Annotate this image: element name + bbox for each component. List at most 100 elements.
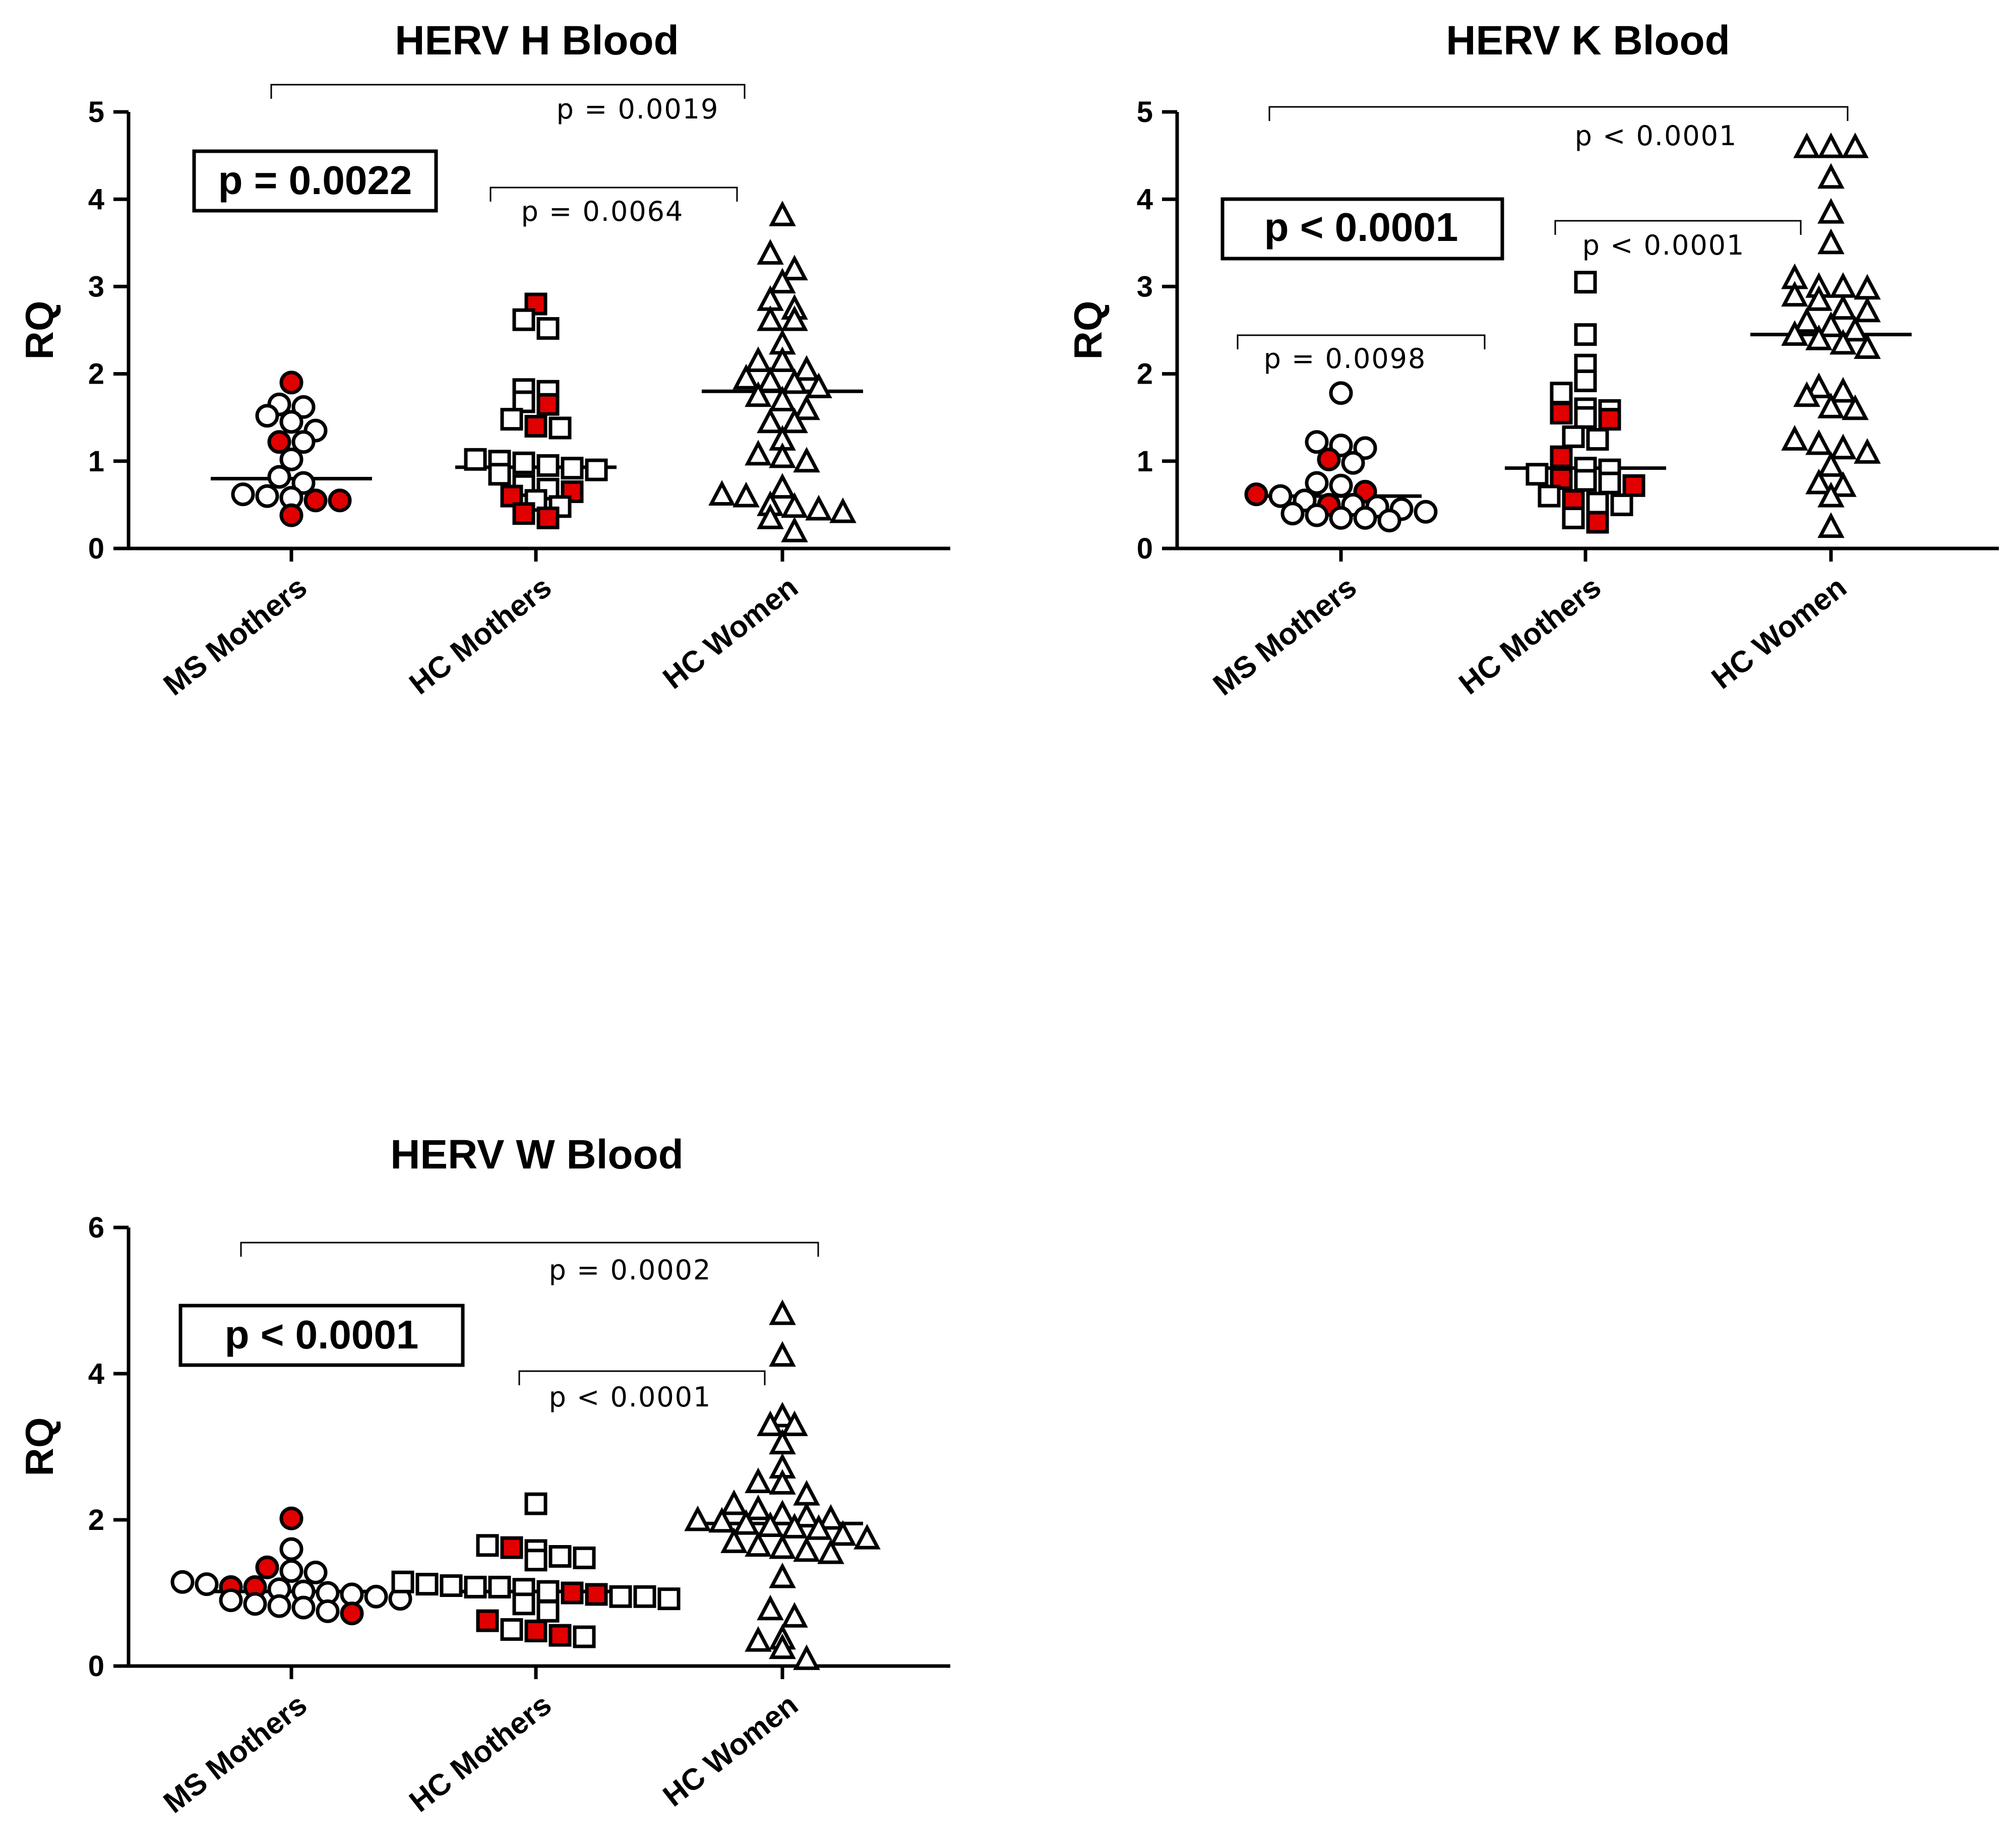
y-tick-label: 4 (88, 1358, 104, 1390)
data-point-circle (303, 488, 328, 513)
data-point-circle (291, 471, 316, 495)
data-point-square (524, 1492, 547, 1515)
data-point-triangle (1805, 429, 1832, 455)
data-point-circle (279, 1506, 303, 1530)
y-tick-label: 5 (1137, 96, 1153, 129)
data-point-square (536, 317, 560, 340)
data-point-circle (1341, 451, 1365, 475)
data-point-square (488, 1575, 511, 1598)
data-point-circle (1305, 471, 1329, 495)
data-point-circle (303, 1560, 328, 1584)
data-point-square (500, 1618, 523, 1641)
y-tick-label: 4 (1137, 183, 1153, 216)
data-point-triangle (781, 305, 808, 331)
data-point-square (1562, 425, 1585, 448)
data-point-square (1550, 382, 1573, 405)
y-tick-label: 2 (88, 1504, 104, 1536)
data-point-circle (170, 1570, 195, 1594)
data-point-triangle (1854, 333, 1881, 359)
comparison-brackets: p < 0.0001 p < 0.0001 p = 0.0098 (1237, 106, 1849, 375)
data-point-circle (279, 410, 303, 434)
data-point-circle (1305, 430, 1329, 454)
data-point-triangle (720, 1527, 748, 1553)
data-point-square (1574, 369, 1597, 392)
data-point-circle (279, 503, 303, 527)
data-point-square (488, 463, 511, 486)
comparison-bracket (490, 187, 738, 202)
comparison-p-value: p = 0.0064 (521, 196, 684, 227)
data-point-circle (291, 430, 316, 454)
data-point-triangle (745, 1494, 772, 1520)
data-point-square (1550, 467, 1573, 490)
data-point-square (657, 1587, 681, 1611)
data-point-square (524, 1619, 547, 1642)
data-point-triangle (769, 1533, 796, 1559)
data-point-triangle (1817, 393, 1845, 418)
data-point-triangle (1781, 425, 1808, 451)
data-point-square (536, 393, 560, 416)
data-point-triangle (781, 407, 808, 434)
data-point-square (1586, 511, 1609, 534)
data-point-square (1574, 271, 1597, 294)
data-point-circle (1377, 509, 1401, 533)
data-point-triangle (757, 366, 784, 392)
data-point-triangle (1781, 281, 1808, 307)
data-point-circle (340, 1602, 364, 1626)
data-point-square (512, 451, 535, 474)
data-point-triangle (769, 473, 796, 499)
y-tick-label: 4 (88, 183, 104, 216)
data-point-triangle (769, 1499, 796, 1525)
data-point-circle (255, 484, 279, 508)
data-point-triangle (1829, 329, 1857, 355)
data-point-circle (279, 1537, 303, 1561)
data-point-triangle (757, 1511, 784, 1537)
data-point-circle (1317, 447, 1341, 471)
data-point-triangle (708, 1507, 736, 1533)
data-point-circle (340, 1582, 364, 1607)
y-tick-label: 0 (88, 1650, 104, 1683)
p-value-box: p < 0.0001 (178, 1304, 465, 1367)
data-point-circle (291, 395, 316, 419)
data-point-circle (219, 1588, 243, 1612)
comparison-bracket (1237, 334, 1486, 349)
data-point-triangle (805, 1514, 832, 1540)
data-point-square (1610, 493, 1633, 516)
data-point-triangle (1829, 471, 1857, 497)
comparison-p-value: p < 0.0001 (1582, 229, 1745, 261)
data-point-square (1574, 406, 1597, 429)
data-point-square (1598, 471, 1621, 495)
data-point-triangle (769, 346, 796, 373)
y-axis-label: RQ (17, 301, 62, 360)
data-point-circle (243, 1592, 267, 1616)
data-point-square (440, 1574, 463, 1597)
data-point-square (464, 1575, 487, 1598)
data-point-triangle (757, 503, 784, 529)
data-point-square (512, 308, 535, 331)
data-point-triangle (1805, 324, 1832, 350)
overall-p-value: p < 0.0001 (225, 1312, 419, 1357)
data-point-circle (364, 1584, 388, 1609)
data-point-circle (231, 482, 255, 507)
data-point-square (464, 448, 487, 471)
data-point-square (476, 1609, 499, 1632)
data-point-square (476, 1534, 499, 1557)
comparison-bracket (518, 1370, 766, 1385)
data-point-circle (279, 447, 303, 471)
data-point-square (585, 458, 608, 481)
data-points (1244, 132, 1881, 538)
data-point-square (536, 1599, 560, 1623)
data-point-square (391, 1570, 414, 1593)
data-point-square (1622, 474, 1645, 497)
data-point-triangle (1842, 316, 1869, 342)
data-point-triangle (1805, 373, 1832, 398)
data-point-triangle (1817, 132, 1845, 158)
data-point-circle (316, 1599, 340, 1623)
data-point-triangle (745, 440, 772, 466)
data-point-square (1562, 506, 1585, 529)
comparison-brackets: p = 0.0019 p = 0.0064 (270, 84, 746, 227)
data-point-triangle (1829, 294, 1857, 320)
data-point-triangle (769, 1299, 796, 1325)
y-tick-label: 0 (88, 532, 104, 565)
data-point-triangle (1854, 296, 1881, 323)
data-point-triangle (793, 1502, 820, 1528)
